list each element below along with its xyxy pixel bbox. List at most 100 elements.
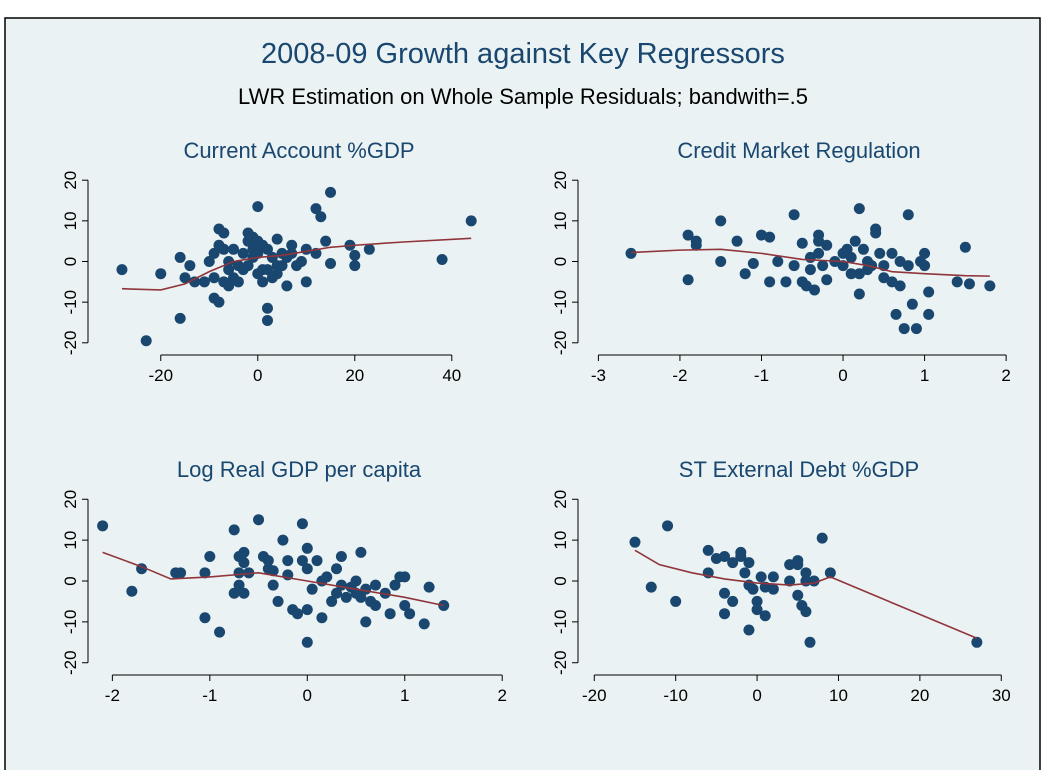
main-title: 2008-09 Growth against Key Regressors [261,38,785,70]
point [276,260,288,272]
x-tick-label: -1 [754,366,769,385]
point [223,280,235,292]
point [232,276,244,288]
y-tick-label: -10 [61,290,80,315]
y-tick-label: 0 [551,257,570,266]
y-tick-label: -10 [551,290,570,315]
x-tick-label: -1 [202,686,217,705]
point [731,235,743,247]
point [465,215,477,227]
point [436,253,448,265]
x-tick-label: 2 [497,686,506,705]
point [174,312,186,324]
y-tick-label: 10 [61,531,80,550]
x-tick-label: -20 [582,686,607,705]
point [325,186,337,198]
x-tick-label: 30 [992,686,1011,705]
point [767,583,779,595]
y-tick-label: 20 [551,171,570,190]
point [670,595,682,607]
point [792,559,804,571]
point [780,276,792,288]
point [155,268,167,280]
point [816,532,828,544]
panel-title: ST External Debt %GDP [679,457,919,482]
point [238,587,250,599]
point [208,247,220,259]
point [360,583,372,595]
y-tick-label: -10 [61,610,80,635]
x-tick-label: -3 [591,366,606,385]
point [702,544,714,556]
point [772,256,784,267]
point [360,616,372,628]
point [97,520,109,532]
point [682,229,694,241]
y-tick-label: 10 [551,211,570,230]
point [853,268,865,280]
point [886,276,898,288]
point [821,239,833,251]
point [296,518,308,530]
lwr-line [121,237,472,291]
point [306,583,318,595]
point [824,567,836,579]
point [199,567,211,579]
point [350,575,362,587]
point [301,563,313,575]
point [841,243,853,255]
point [845,251,857,263]
point [984,280,996,292]
point [331,587,343,599]
point [866,260,878,272]
x-tick-label: 1 [920,366,929,385]
point [252,247,264,259]
point [325,258,337,270]
point [910,323,922,335]
point [418,618,430,630]
point [764,276,776,288]
point [349,249,361,261]
y-tick-label: -20 [61,331,80,356]
point [751,595,763,607]
point [389,579,401,591]
point [233,579,245,591]
point [727,557,739,569]
point [267,565,279,577]
figure-frame [4,17,1041,775]
x-tick-label: 0 [752,686,761,705]
point [817,260,829,272]
point [804,264,816,276]
point [320,235,332,247]
point [355,591,367,603]
lwr-line [102,551,444,607]
point [800,280,812,292]
point [295,256,307,267]
point [800,606,812,618]
point [126,585,138,597]
x-tick-label: -2 [105,686,120,705]
point [214,626,226,638]
point [331,563,343,575]
point [300,243,312,255]
point [796,237,808,249]
point [292,608,304,620]
point [902,209,914,221]
point [238,546,250,558]
point [267,579,279,591]
point [316,612,328,624]
point [184,260,196,272]
y-tick-label: -10 [551,610,570,635]
y-tick-label: 10 [551,531,570,550]
point [821,274,833,286]
point [271,268,283,280]
point [208,272,220,284]
point [370,600,382,612]
point [301,542,313,554]
point [218,227,230,239]
point [189,276,201,288]
point [715,256,727,267]
point [282,555,294,567]
point [116,264,128,276]
y-tick-label: -20 [61,650,80,675]
